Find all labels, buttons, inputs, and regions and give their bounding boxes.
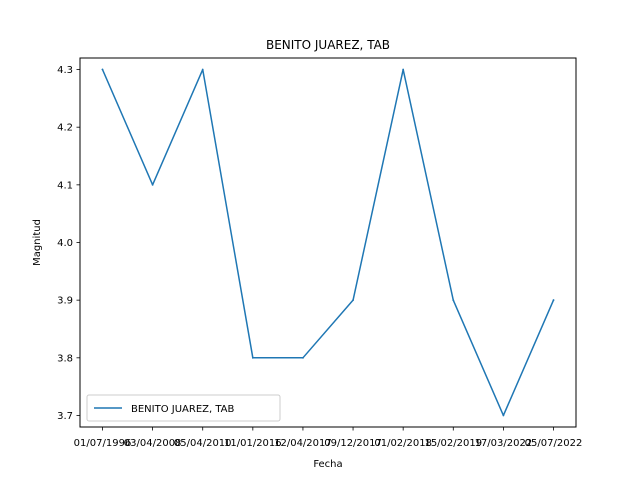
data-point (201, 68, 204, 71)
y-tick-label: 3.8 (57, 353, 73, 364)
data-point (251, 356, 254, 359)
x-axis: 01/07/199603/04/200805/04/201011/01/2016… (74, 427, 583, 449)
x-tick-label: 01/07/1996 (74, 438, 132, 449)
x-tick-label: 03/04/2008 (124, 438, 182, 449)
data-point (452, 299, 455, 302)
data-point (101, 68, 104, 71)
plot-frame (79, 57, 577, 428)
x-tick-label: 15/02/2019 (424, 438, 482, 449)
series-layer (101, 68, 555, 417)
y-tick-label: 4.2 (57, 123, 73, 134)
data-point (352, 299, 354, 302)
x-tick-label: 11/01/2016 (224, 438, 282, 449)
data-point (151, 183, 154, 186)
y-axis: 3.7 3.8 3.9 4.0 4.1 4.2 4.3 (57, 65, 80, 422)
y-axis-title: Magnitud (32, 219, 43, 266)
legend-label: BENITO JUAREZ, TAB (131, 404, 235, 415)
x-tick-label: 01/02/2018 (374, 438, 432, 449)
y-tick-label: 4.1 (57, 180, 73, 191)
x-tick-label: 12/04/2017 (274, 438, 332, 449)
chart-title: BENITO JUAREZ, TAB (266, 38, 390, 52)
y-tick-label: 4.3 (57, 65, 73, 76)
y-tick-label: 4.0 (57, 238, 73, 249)
data-point (402, 68, 405, 71)
legend-box (86, 394, 281, 422)
legend: BENITO JUAREZ, TAB (86, 394, 281, 422)
y-tick-label: 3.9 (57, 296, 73, 307)
x-tick-label: 09/12/2017 (324, 438, 382, 449)
data-point (502, 414, 505, 417)
data-point (552, 299, 555, 302)
x-tick-label: 17/03/2022 (475, 438, 533, 449)
series-line (101, 68, 555, 417)
y-tick-label: 3.7 (57, 411, 73, 422)
plot-area (80, 58, 576, 427)
x-tick-label: 05/04/2010 (174, 438, 232, 449)
x-axis-title: Fecha (313, 459, 342, 470)
data-point (302, 356, 304, 359)
x-tick-label: 05/07/2022 (525, 438, 583, 449)
